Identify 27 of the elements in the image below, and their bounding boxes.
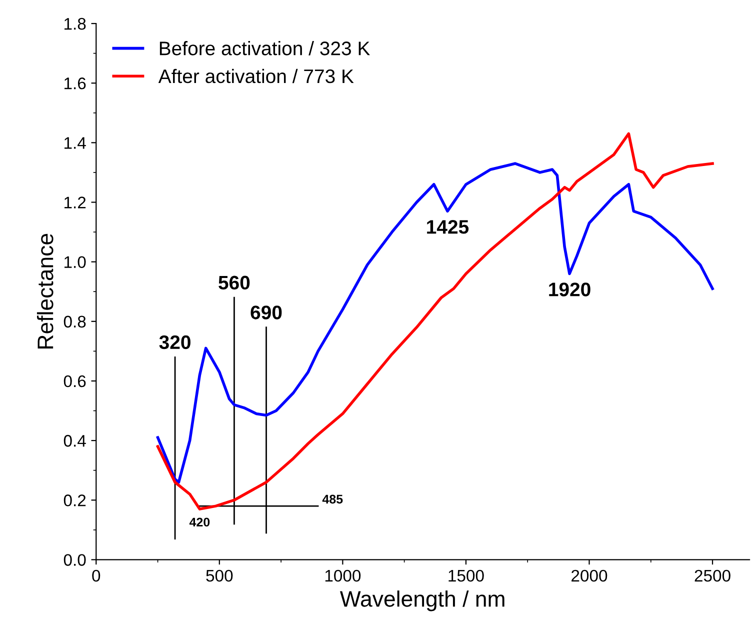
y-tick-label: 0.8 [64,316,86,328]
y-tick-label: 0.0 [64,554,86,566]
y-tick-label: 0.2 [64,494,86,506]
annotation: 485 [322,494,343,504]
x-axis-title: Wavelength / nm [340,590,504,612]
annotation: 690 [250,306,282,320]
legend-label: After activation / 773 K [158,68,354,84]
annotation: 1920 [549,282,590,296]
y-tick-label: 1.0 [64,256,86,268]
y-tick-label: 1.2 [64,196,86,208]
annotation: 560 [218,276,250,290]
x-tick-label: 2000 [572,570,608,582]
annotation: 420 [189,518,210,527]
x-tick-label: 1500 [448,570,484,582]
y-tick-label: 0.4 [64,434,86,447]
x-tick-label: 500 [206,570,233,582]
y-tick-label: 1.8 [64,18,86,30]
annotation: 320 [159,335,190,350]
legend-label: Before activation / 323 K [160,41,370,56]
y-axis-title: Reflectance [36,234,54,348]
x-tick-label: 1000 [325,570,361,582]
annotation: 1425 [427,220,469,234]
x-tick-label: 0 [92,570,100,582]
x-tick-label: 2500 [694,570,730,582]
y-tick-label: 0.6 [64,375,86,388]
y-tick-label: 1.4 [64,137,86,149]
y-tick-label: 1.6 [64,78,86,90]
